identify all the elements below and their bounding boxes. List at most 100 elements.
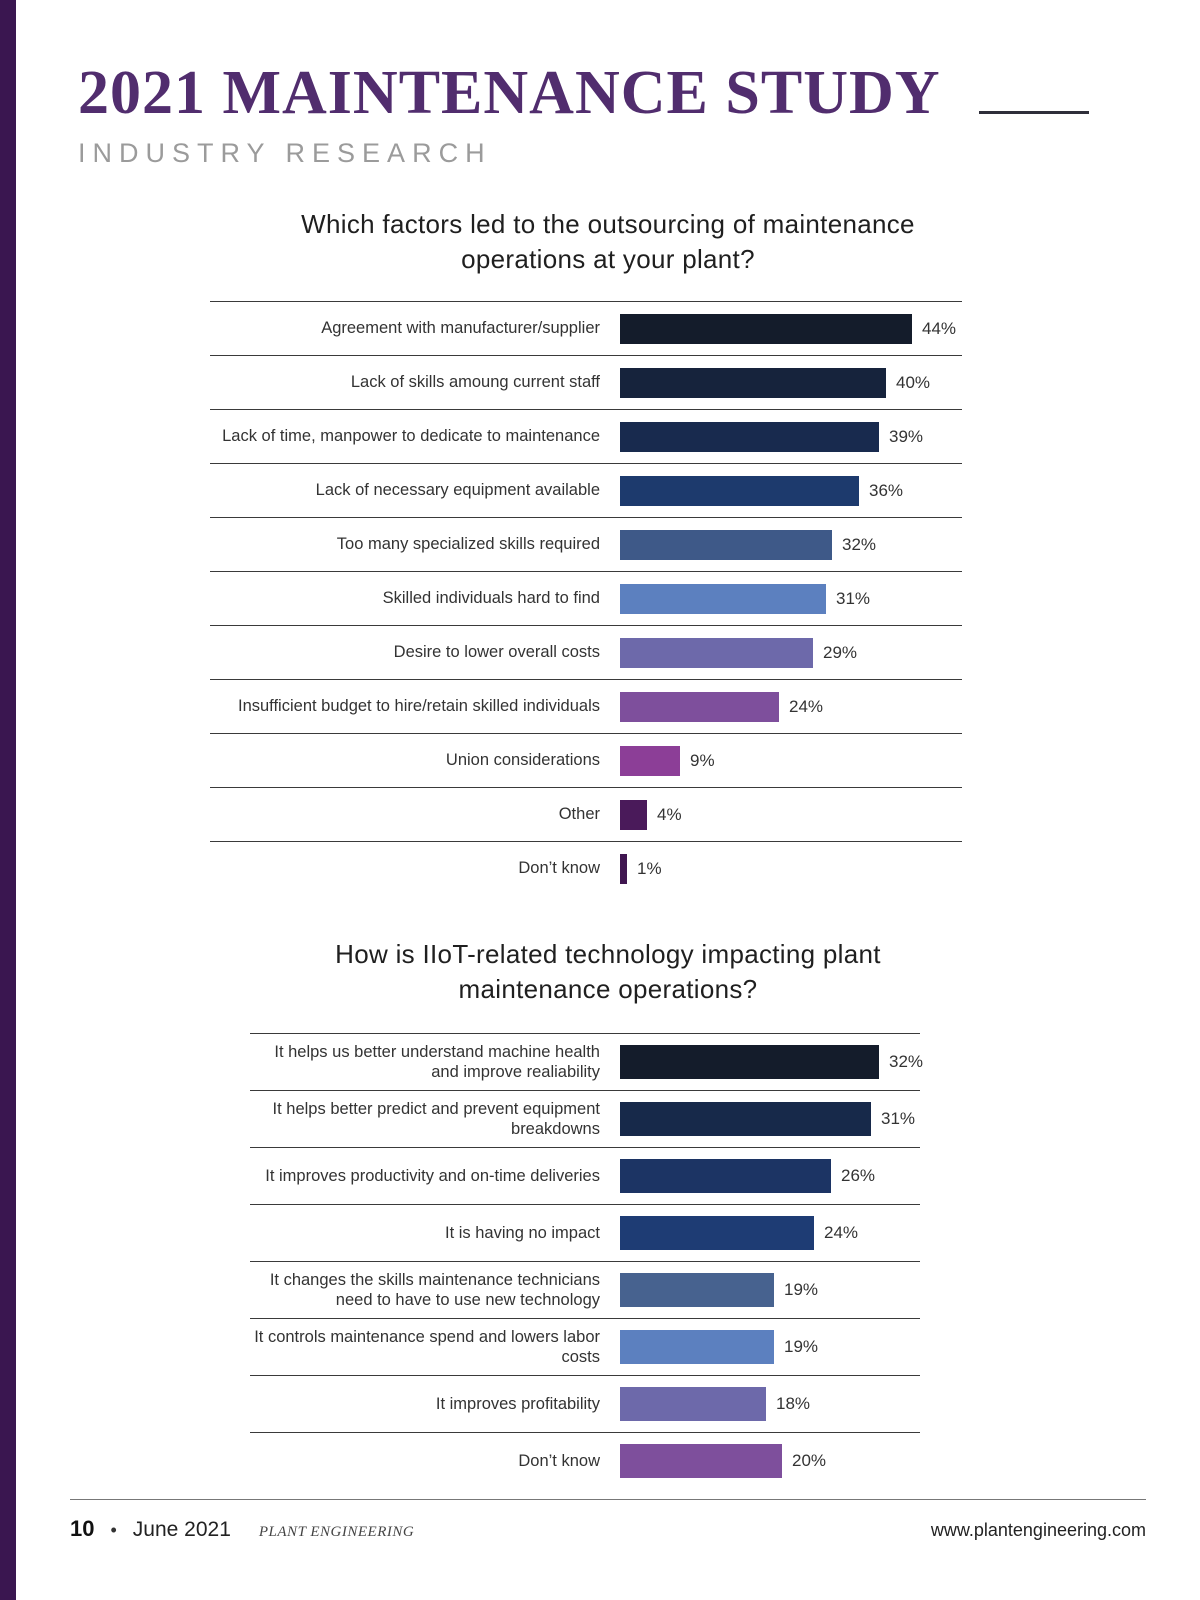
bar-value-label: 36% — [869, 480, 904, 500]
bar-value-label: 44% — [922, 318, 957, 338]
title-row: 2021 MAINTENANCE STUDY — [78, 62, 1140, 124]
bar-value-label: 19% — [784, 1337, 819, 1357]
bar-label: Other — [558, 805, 600, 824]
bar-label: Don’t know — [518, 1452, 600, 1471]
bar — [620, 637, 813, 668]
bar — [620, 1330, 774, 1365]
bar-area: 4% — [620, 799, 962, 830]
bar-value-label: 24% — [789, 696, 824, 716]
chart-row: Lack of time, manpower to dedicate to ma… — [210, 409, 962, 463]
bar-area: 26% — [620, 1159, 920, 1194]
bar-area: 19% — [620, 1273, 920, 1308]
chart-row: Lack of necessary equipment available 36% — [210, 463, 962, 517]
bar-label: It improves productivity and on-time del… — [265, 1167, 600, 1186]
bar-value-label: 31% — [836, 588, 871, 608]
bar-value-label: 32% — [889, 1052, 924, 1072]
bar-area: 18% — [620, 1387, 920, 1422]
bar-area: 36% — [620, 475, 962, 506]
chart-row: Skilled individuals hard to find 31% — [210, 571, 962, 625]
bar-value-label: 19% — [784, 1280, 819, 1300]
bar — [620, 799, 647, 830]
bar-value-label: 40% — [896, 372, 931, 392]
chart-row: Agreement with manufacturer/supplier 44% — [210, 301, 962, 355]
bar-area: 31% — [620, 1102, 920, 1137]
page-title: 2021 MAINTENANCE STUDY — [78, 59, 941, 127]
bar — [620, 1045, 879, 1080]
bar — [620, 1159, 831, 1194]
bar-label: Don’t know — [518, 859, 600, 878]
left-accent-stripe — [0, 0, 16, 1600]
bar-area: 20% — [620, 1444, 920, 1479]
bar — [620, 421, 879, 452]
chart-row: It helps us better understand machine he… — [250, 1033, 924, 1090]
bar-area: 40% — [620, 367, 962, 398]
chart-row: Other 4% — [210, 787, 962, 841]
bar-value-label: 24% — [824, 1223, 859, 1243]
bar-area: 24% — [620, 1216, 920, 1251]
chart-row: Desire to lower overall costs 29% — [210, 625, 962, 679]
bar-label: Lack of necessary equipment available — [315, 481, 600, 500]
bar-area: 32% — [620, 529, 962, 560]
chart-row: It is having no impact 24% — [250, 1204, 920, 1261]
bar — [620, 1273, 774, 1308]
bar-label: Agreement with manufacturer/supplier — [321, 319, 600, 338]
bar-label: It improves profitability — [435, 1395, 600, 1414]
bar-value-label: 9% — [690, 750, 715, 770]
footer-website: www.plantengineering.com — [930, 1520, 1146, 1540]
bar-area: 19% — [620, 1330, 920, 1365]
bar-value-label: 4% — [657, 804, 682, 824]
bar-area: 9% — [620, 745, 962, 776]
title-rule — [978, 111, 1089, 114]
chart-row: Lack of skills amoung current staff 40% — [210, 355, 962, 409]
chart-row: It improves profitability 18% — [250, 1375, 920, 1432]
bar-value-label: 20% — [792, 1451, 827, 1471]
bar-label: Insufficient budget to hire/retain skill… — [238, 697, 600, 716]
bar — [620, 1102, 871, 1137]
bar — [620, 367, 886, 398]
chart-row: It improves productivity and on-time del… — [250, 1147, 920, 1204]
bar-area: 29% — [620, 637, 962, 668]
bar-label: Union considerations — [445, 751, 600, 770]
bar — [620, 1216, 814, 1251]
bar-area: 1% — [620, 853, 962, 884]
bar-value-label: 31% — [881, 1109, 916, 1129]
chart-row: It helps better predict and prevent equi… — [250, 1090, 920, 1147]
bar-value-label: 26% — [841, 1166, 876, 1186]
bar-area: 39% — [620, 421, 962, 452]
footer-page-number: 10 — [70, 1516, 95, 1541]
chart-row: It changes the skills maintenance techni… — [250, 1261, 920, 1318]
chart-row: Union considerations 9% — [210, 733, 962, 787]
bar — [620, 475, 859, 506]
bar-value-label: 32% — [842, 534, 877, 554]
chart-row: Don’t know 1% — [210, 841, 962, 895]
chart-outsourcing-factors: Which factors led to the outsourcing of … — [16, 207, 1200, 895]
page-footer: 10 • June 2021 PLANT ENGINEERING www.pla… — [70, 1499, 1146, 1542]
bar — [620, 691, 779, 722]
chart-rows-iiot: It helps us better understand machine he… — [250, 1033, 924, 1489]
bar — [620, 745, 680, 776]
chart-row: It controls maintenance spend and lowers… — [250, 1318, 920, 1375]
bar — [620, 583, 826, 614]
bar-label: It helps us better understand machine he… — [274, 1042, 600, 1082]
bar — [620, 1444, 782, 1479]
bar-value-label: 18% — [776, 1394, 811, 1414]
chart-row: Insufficient budget to hire/retain skill… — [210, 679, 962, 733]
page-header: 2021 MAINTENANCE STUDY INDUSTRY RESEARCH — [16, 0, 1200, 169]
bar-area: 32% — [620, 1045, 924, 1080]
bar — [620, 313, 912, 344]
bar-label: Desire to lower overall costs — [393, 643, 600, 662]
bar-area: 44% — [620, 313, 962, 344]
bar-label: It changes the skills maintenance techni… — [269, 1270, 600, 1310]
footer-bullet: • — [110, 1520, 117, 1540]
chart-title-iiot: How is IIoT-related technology impacting… — [335, 939, 881, 1005]
bar-label: Too many specialized skills required — [336, 535, 600, 554]
bar-area: 31% — [620, 583, 962, 614]
page-subtitle: INDUSTRY RESEARCH — [78, 138, 492, 168]
bar-value-label: 29% — [823, 642, 858, 662]
bar-label: Lack of time, manpower to dedicate to ma… — [222, 427, 600, 446]
bar-label: Skilled individuals hard to find — [382, 589, 600, 608]
footer-publication: PLANT ENGINEERING — [258, 1524, 415, 1540]
chart-iiot-impact: How is IIoT-related technology impacting… — [16, 937, 1200, 1489]
bar-label: It controls maintenance spend and lowers… — [254, 1327, 600, 1367]
bar — [620, 529, 832, 560]
